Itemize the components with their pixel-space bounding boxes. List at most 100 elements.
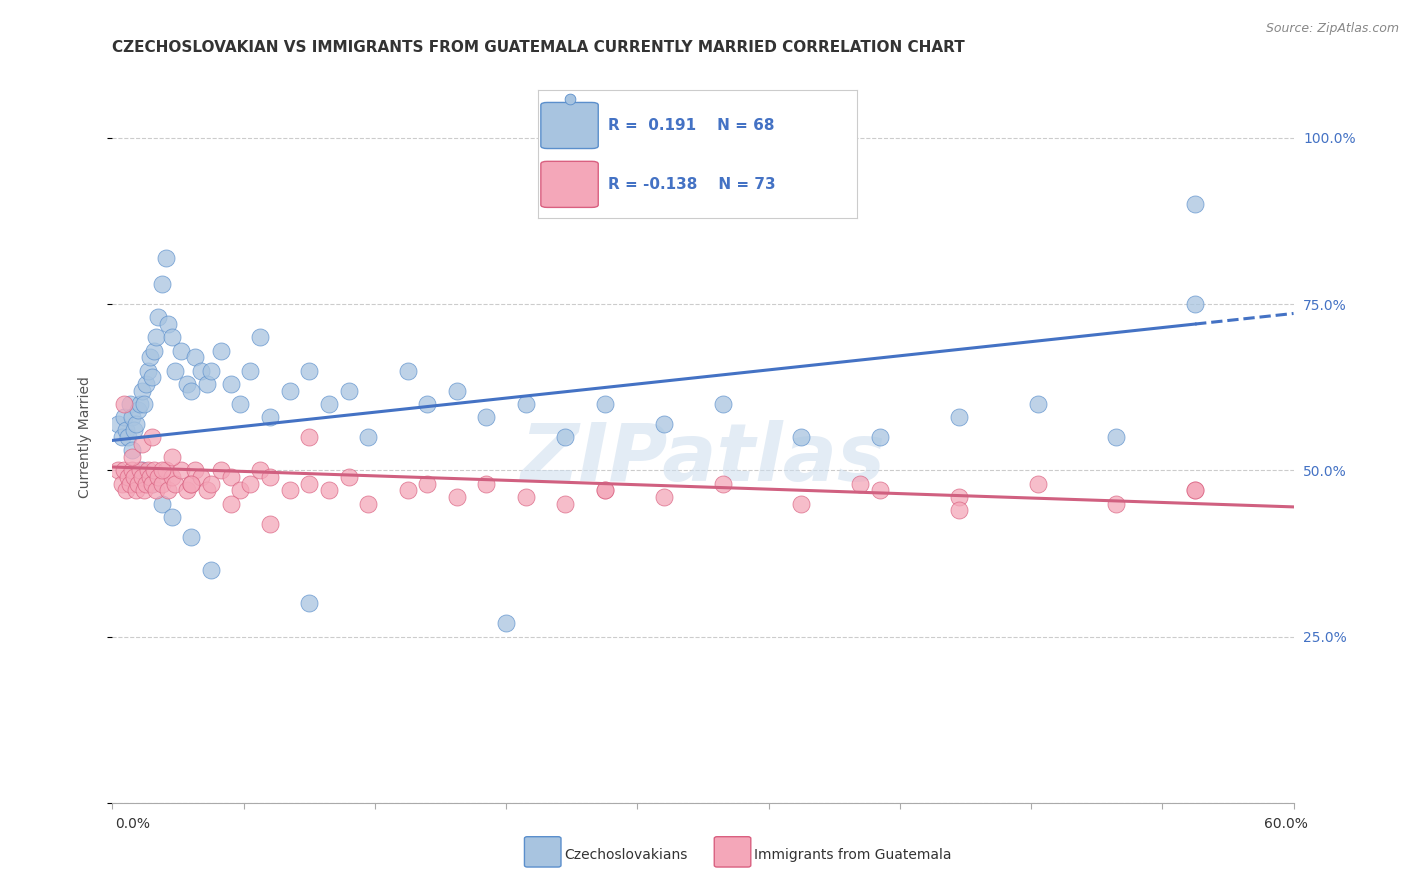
Point <box>1184 483 1206 498</box>
Point <box>711 476 734 491</box>
Point <box>1184 297 1206 311</box>
Point <box>711 397 734 411</box>
Point <box>446 490 468 504</box>
Point <box>495 616 517 631</box>
Point <box>869 430 891 444</box>
Point <box>155 463 177 477</box>
Point <box>146 470 169 484</box>
Point <box>180 476 202 491</box>
Point <box>121 463 143 477</box>
Point <box>135 376 157 391</box>
Point <box>115 424 138 438</box>
Point <box>160 450 183 464</box>
Point <box>141 476 163 491</box>
Point <box>121 410 143 425</box>
Point <box>165 476 187 491</box>
Point <box>111 476 134 491</box>
Point <box>184 463 207 477</box>
Point <box>121 450 143 464</box>
Point <box>131 384 153 398</box>
Point <box>259 410 281 425</box>
Point <box>195 376 218 391</box>
Point <box>112 463 135 477</box>
Point <box>129 397 152 411</box>
Point <box>131 470 153 484</box>
Text: Source: ZipAtlas.com: Source: ZipAtlas.com <box>1265 22 1399 36</box>
Point <box>184 351 207 365</box>
Point <box>249 463 271 477</box>
Point <box>554 497 576 511</box>
Point <box>396 483 419 498</box>
Point <box>298 430 321 444</box>
Point <box>111 430 134 444</box>
Point <box>298 476 321 491</box>
Point <box>135 476 157 491</box>
Point <box>200 476 222 491</box>
Point <box>146 310 169 325</box>
Point <box>239 476 262 491</box>
Point <box>1105 430 1128 444</box>
Point <box>200 563 222 577</box>
Point <box>515 490 537 504</box>
Point <box>121 443 143 458</box>
Point <box>229 483 252 498</box>
Point <box>337 384 360 398</box>
Point <box>869 483 891 498</box>
Point <box>117 470 139 484</box>
Point <box>165 363 187 377</box>
Point <box>209 463 232 477</box>
Point <box>145 330 167 344</box>
Point <box>160 509 183 524</box>
Point <box>127 403 149 417</box>
Point <box>1184 197 1206 211</box>
Point <box>357 430 380 444</box>
Point <box>150 476 173 491</box>
Point <box>259 516 281 531</box>
Point <box>1026 476 1049 491</box>
Point <box>150 277 173 292</box>
Point <box>200 363 222 377</box>
Point <box>156 483 179 498</box>
Point <box>948 490 970 504</box>
Point <box>396 363 419 377</box>
Point <box>180 530 202 544</box>
Point <box>593 397 616 411</box>
Point <box>141 430 163 444</box>
Point <box>150 497 173 511</box>
Point <box>170 463 193 477</box>
Point <box>176 483 198 498</box>
Point <box>249 330 271 344</box>
Point <box>357 497 380 511</box>
Text: 0.0%: 0.0% <box>115 817 150 830</box>
Point <box>190 363 212 377</box>
Point <box>180 384 202 398</box>
Point <box>948 410 970 425</box>
Y-axis label: Currently Married: Currently Married <box>77 376 91 498</box>
Point <box>229 397 252 411</box>
Point <box>318 483 340 498</box>
Point <box>107 417 129 431</box>
Point <box>125 483 148 498</box>
Point <box>155 251 177 265</box>
Point <box>139 470 162 484</box>
Point <box>554 430 576 444</box>
Point <box>446 384 468 398</box>
Point <box>219 376 242 391</box>
Point <box>195 483 218 498</box>
Point <box>112 410 135 425</box>
Point <box>132 483 155 498</box>
Point <box>141 370 163 384</box>
Point <box>136 363 159 377</box>
Point <box>278 384 301 398</box>
Point <box>652 417 675 431</box>
Point <box>190 470 212 484</box>
Point <box>948 503 970 517</box>
Point <box>475 410 498 425</box>
Point <box>515 397 537 411</box>
Point <box>107 463 129 477</box>
Point <box>416 476 439 491</box>
Point <box>259 470 281 484</box>
Point <box>117 430 139 444</box>
Point <box>160 470 183 484</box>
Text: 60.0%: 60.0% <box>1264 817 1308 830</box>
